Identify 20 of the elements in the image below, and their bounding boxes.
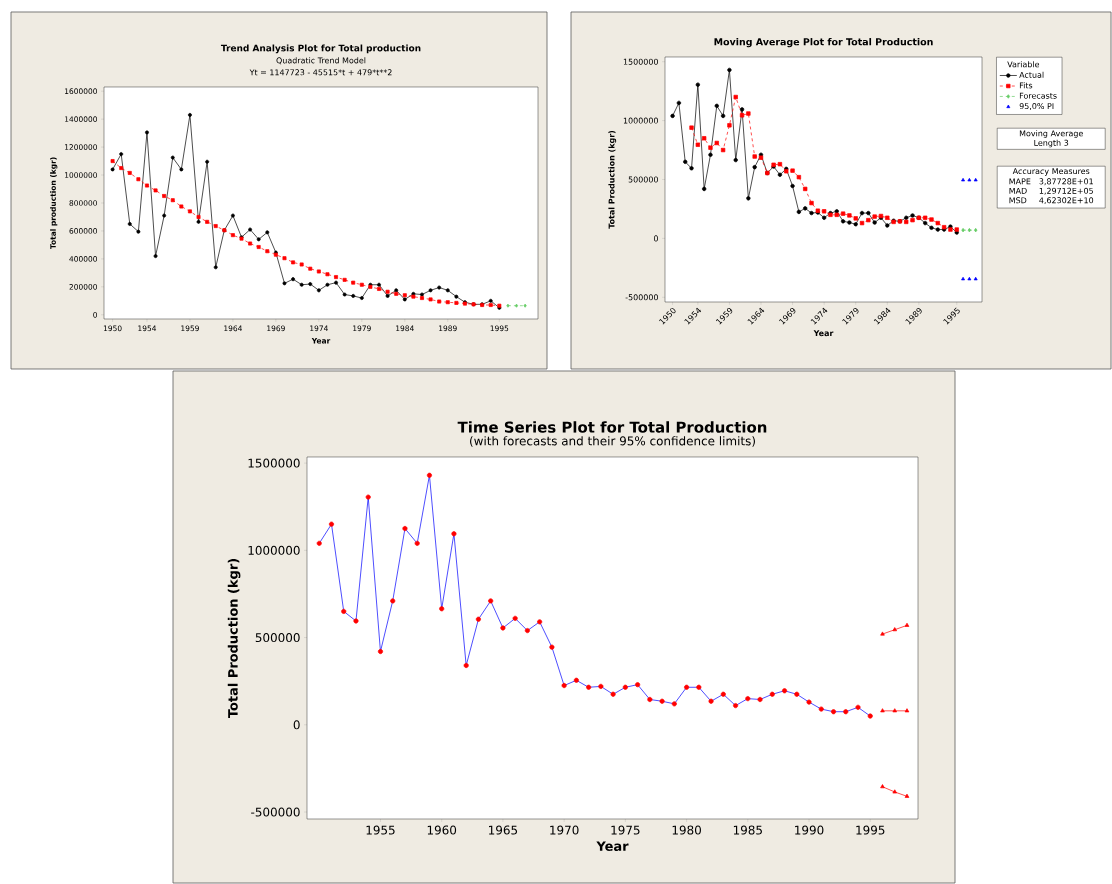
chart-title: Trend Analysis Plot for Total production: [220, 44, 421, 54]
y-tick-label: 500000: [255, 633, 300, 643]
chart-title: Time Series Plot for Total Production: [457, 421, 767, 433]
y-axis-title: Total Production (kgr): [227, 559, 241, 719]
chart-subtitle: (with forecasts and their 95% confidence limits): [470, 436, 755, 447]
y-tick-label: -500000: [251, 807, 300, 817]
x-tick-label: 1960: [427, 825, 457, 835]
y-tick-label: 0: [293, 720, 300, 730]
x-tick-label: 1970: [550, 825, 579, 835]
x-tick-label: 1985: [733, 825, 762, 835]
x-tick-label: 1980: [672, 825, 701, 835]
x-axis-title: Year: [596, 841, 629, 852]
chart-title: Moving Average Plot for Total Production: [714, 38, 933, 48]
x-tick-label: 1975: [611, 825, 640, 835]
x-tick-label: 1965: [489, 825, 518, 835]
x-tick-label: 1990: [795, 825, 824, 835]
x-tick-label: 1955: [366, 825, 395, 835]
y-tick-label: 1500000: [248, 458, 300, 468]
y-tick-label: 1000000: [248, 545, 300, 555]
x-tick-label: 1995: [856, 825, 885, 835]
